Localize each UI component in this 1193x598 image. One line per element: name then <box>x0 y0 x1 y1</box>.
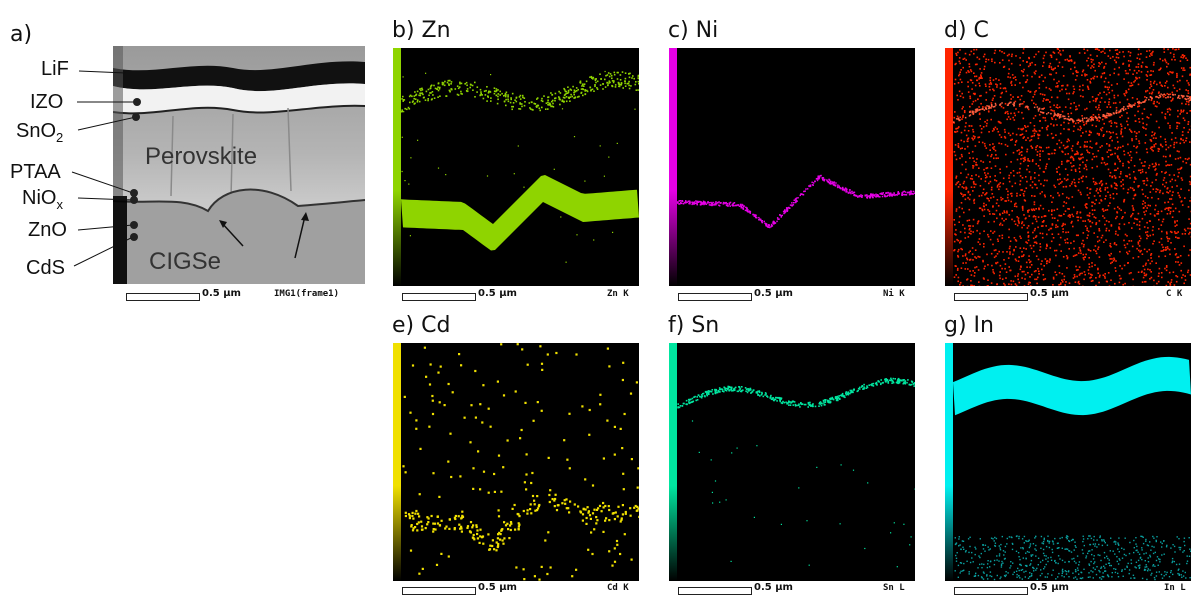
cd-map <box>393 343 639 581</box>
ni-map <box>669 48 915 286</box>
panel-label-f: f) Sn <box>668 313 719 339</box>
panel-label-d: d) C <box>944 18 989 44</box>
layer-leader-lines <box>0 0 200 300</box>
scale-bar-a: 0.5 μm IMG1(frame1) <box>126 290 366 304</box>
in-map <box>945 343 1191 581</box>
panel-label-c: c) Ni <box>668 18 718 44</box>
c-map <box>945 48 1191 286</box>
panel-label-e: e) Cd <box>392 313 450 339</box>
zn-map <box>393 48 639 286</box>
panel-label-g: g) In <box>944 313 994 339</box>
sn-map <box>669 343 915 581</box>
panel-label-b: b) Zn <box>392 18 451 44</box>
